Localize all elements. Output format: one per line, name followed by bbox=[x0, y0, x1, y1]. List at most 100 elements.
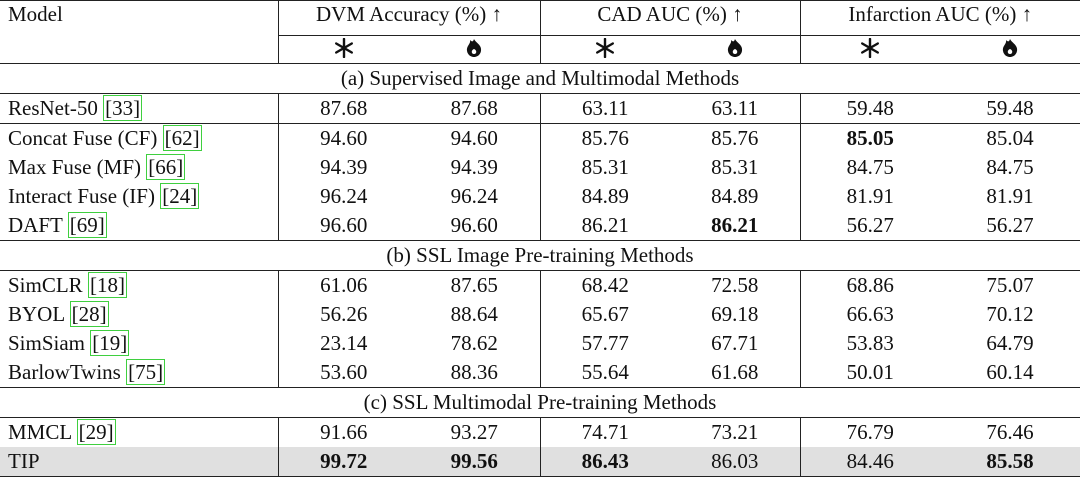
section-row: (c) SSL Multimodal Pre-training Methods bbox=[0, 387, 1080, 418]
value-cell: 94.39 bbox=[320, 155, 368, 179]
value-cell: 68.86 bbox=[846, 273, 894, 297]
citation: [62] bbox=[162, 125, 202, 151]
data-row: SimSiam [19] 23.14 78.62 57.77 67.71 53.83 64.… bbox=[0, 329, 1080, 358]
section-row: (b) SSL Image Pre-training Methods bbox=[0, 240, 1080, 271]
citation: [18] bbox=[87, 272, 127, 298]
value-cell: 65.67 bbox=[581, 302, 629, 326]
table-body: Model DVM Accuracy (%) ↑ CAD AUC (%) ↑ I… bbox=[0, 0, 1080, 477]
value-cell: 85.04 bbox=[940, 123, 1080, 153]
value-cell: 84.46 bbox=[800, 447, 940, 477]
header-row: Model DVM Accuracy (%) ↑ CAD AUC (%) ↑ I… bbox=[0, 0, 1080, 64]
value-cell: 59.48 bbox=[846, 96, 894, 120]
model-name: ResNet-50 bbox=[8, 96, 98, 120]
value-cell: 75.07 bbox=[986, 273, 1034, 297]
value-cell: 56.26 bbox=[320, 302, 368, 326]
data-row: BYOL [28] 56.26 88.64 65.67 69.18 66.63 70.12 bbox=[0, 300, 1080, 329]
frozen-icon bbox=[861, 37, 880, 59]
data-row: Max Fuse (MF) [66] 94.39 94.39 85.31 85.31 84… bbox=[0, 153, 1080, 182]
value-cell: 85.05 bbox=[800, 123, 940, 153]
value-cell: 85.76 bbox=[540, 123, 670, 153]
value-cell: 99.56 bbox=[409, 447, 541, 477]
icon-cell bbox=[940, 35, 1080, 64]
model-cell: DAFT [69] bbox=[0, 211, 279, 241]
value-cell: 74.71 bbox=[581, 420, 629, 444]
value-cell: 23.14 bbox=[320, 331, 368, 355]
value-cell: 53.60 bbox=[320, 360, 368, 384]
model-cell: BYOL [28] bbox=[0, 300, 279, 329]
model-name: TIP bbox=[8, 449, 40, 473]
value-cell: 84.89 bbox=[581, 184, 629, 208]
value-cell: 61.06 bbox=[320, 273, 368, 297]
value-cell: 81.91 bbox=[986, 184, 1034, 208]
value-cell: 96.60 bbox=[409, 211, 541, 241]
value-cell: 99.72 bbox=[278, 447, 409, 477]
icon-cell bbox=[670, 35, 801, 64]
citation: [24] bbox=[160, 183, 200, 209]
value-cell: 69.18 bbox=[670, 300, 801, 329]
value-cell: 88.36 bbox=[409, 358, 541, 388]
value-cell: 86.43 bbox=[540, 447, 670, 477]
citation: [29] bbox=[76, 419, 116, 445]
data-row: ResNet-50 [33] 87.68 87.68 63.11 63.11 59.48 5… bbox=[0, 93, 1080, 124]
data-row: Interact Fuse (IF) [24] 96.24 96.24 84.89 84… bbox=[0, 182, 1080, 211]
value-cell: 57.77 bbox=[581, 331, 629, 355]
model-name: SimSiam bbox=[8, 331, 86, 355]
data-row: DAFT [69] 96.60 96.60 86.21 86.21 56.27 56.27 bbox=[0, 211, 1080, 241]
value-cell: 60.14 bbox=[986, 360, 1034, 384]
citation: [19] bbox=[90, 330, 130, 356]
data-row: Concat Fuse (CF) [62] 94.60 94.60 85.76 85.7… bbox=[0, 123, 1080, 153]
section-title: (a) Supervised Image and Multimodal Meth… bbox=[0, 63, 1080, 94]
value-cell: 76.79 bbox=[846, 420, 894, 444]
frozen-icon bbox=[596, 37, 615, 59]
model-name: Concat Fuse (CF) bbox=[8, 126, 158, 150]
model-name: Max Fuse (MF) bbox=[8, 155, 142, 179]
model-name: SimCLR bbox=[8, 273, 83, 297]
citation: [75] bbox=[126, 359, 166, 385]
value-cell: 63.11 bbox=[670, 93, 801, 124]
results-table: Model DVM Accuracy (%) ↑ CAD AUC (%) ↑ I… bbox=[0, 0, 1080, 477]
model-name: MMCL bbox=[8, 420, 72, 444]
data-row: SimCLR [18] 61.06 87.65 68.42 72.58 68.86 75.0… bbox=[0, 270, 1080, 300]
section-title: (b) SSL Image Pre-training Methods bbox=[0, 240, 1080, 271]
data-row: MMCL [29] 91.66 93.27 74.71 73.21 76.79 76.46 bbox=[0, 417, 1080, 447]
value-cell: 68.42 bbox=[581, 273, 629, 297]
value-cell: 56.27 bbox=[986, 213, 1034, 237]
value-cell: 94.39 bbox=[409, 153, 541, 182]
value-cell: 63.11 bbox=[582, 96, 629, 120]
value-cell: 53.83 bbox=[846, 331, 894, 355]
model-cell: TIP bbox=[0, 447, 279, 477]
value-cell: 72.58 bbox=[670, 270, 801, 300]
value-cell: 56.27 bbox=[846, 213, 894, 237]
value-cell: 87.65 bbox=[409, 270, 541, 300]
model-cell: BarlowTwins [75] bbox=[0, 358, 279, 388]
model-name: DAFT bbox=[8, 213, 63, 237]
value-cell: 84.89 bbox=[670, 182, 801, 211]
data-row: BarlowTwins [75] 53.60 88.36 55.64 61.68 50.0… bbox=[0, 358, 1080, 388]
value-cell: 76.46 bbox=[986, 420, 1034, 444]
header-group: DVM Accuracy (%) ↑ bbox=[278, 0, 541, 36]
value-cell: 86.03 bbox=[670, 447, 801, 477]
value-cell: 64.79 bbox=[986, 331, 1034, 355]
model-name: Interact Fuse (IF) bbox=[8, 184, 155, 208]
model-cell: SimSiam [19] bbox=[0, 329, 279, 358]
icon-cell bbox=[278, 35, 409, 64]
value-cell: 73.21 bbox=[670, 417, 801, 447]
header-model: Model bbox=[0, 0, 279, 64]
value-cell: 81.91 bbox=[846, 184, 894, 208]
citation: [33] bbox=[103, 95, 143, 121]
frozen-icon bbox=[334, 37, 353, 59]
header-group: Infarction AUC (%) ↑ bbox=[800, 0, 1080, 36]
icon-cell bbox=[409, 35, 541, 64]
model-cell: Interact Fuse (IF) [24] bbox=[0, 182, 279, 211]
value-cell: 61.68 bbox=[670, 358, 801, 388]
citation: [28] bbox=[69, 301, 109, 327]
trainable-icon bbox=[727, 39, 742, 57]
value-cell: 86.21 bbox=[670, 211, 801, 241]
model-cell: Max Fuse (MF) [66] bbox=[0, 153, 279, 182]
value-cell: 84.75 bbox=[986, 155, 1034, 179]
data-row: TIP 99.72 99.56 86.43 86.03 84.46 85.58 bbox=[0, 447, 1080, 477]
value-cell: 96.60 bbox=[320, 213, 368, 237]
icon-cell bbox=[540, 35, 670, 64]
icon-row bbox=[0, 35, 1080, 64]
